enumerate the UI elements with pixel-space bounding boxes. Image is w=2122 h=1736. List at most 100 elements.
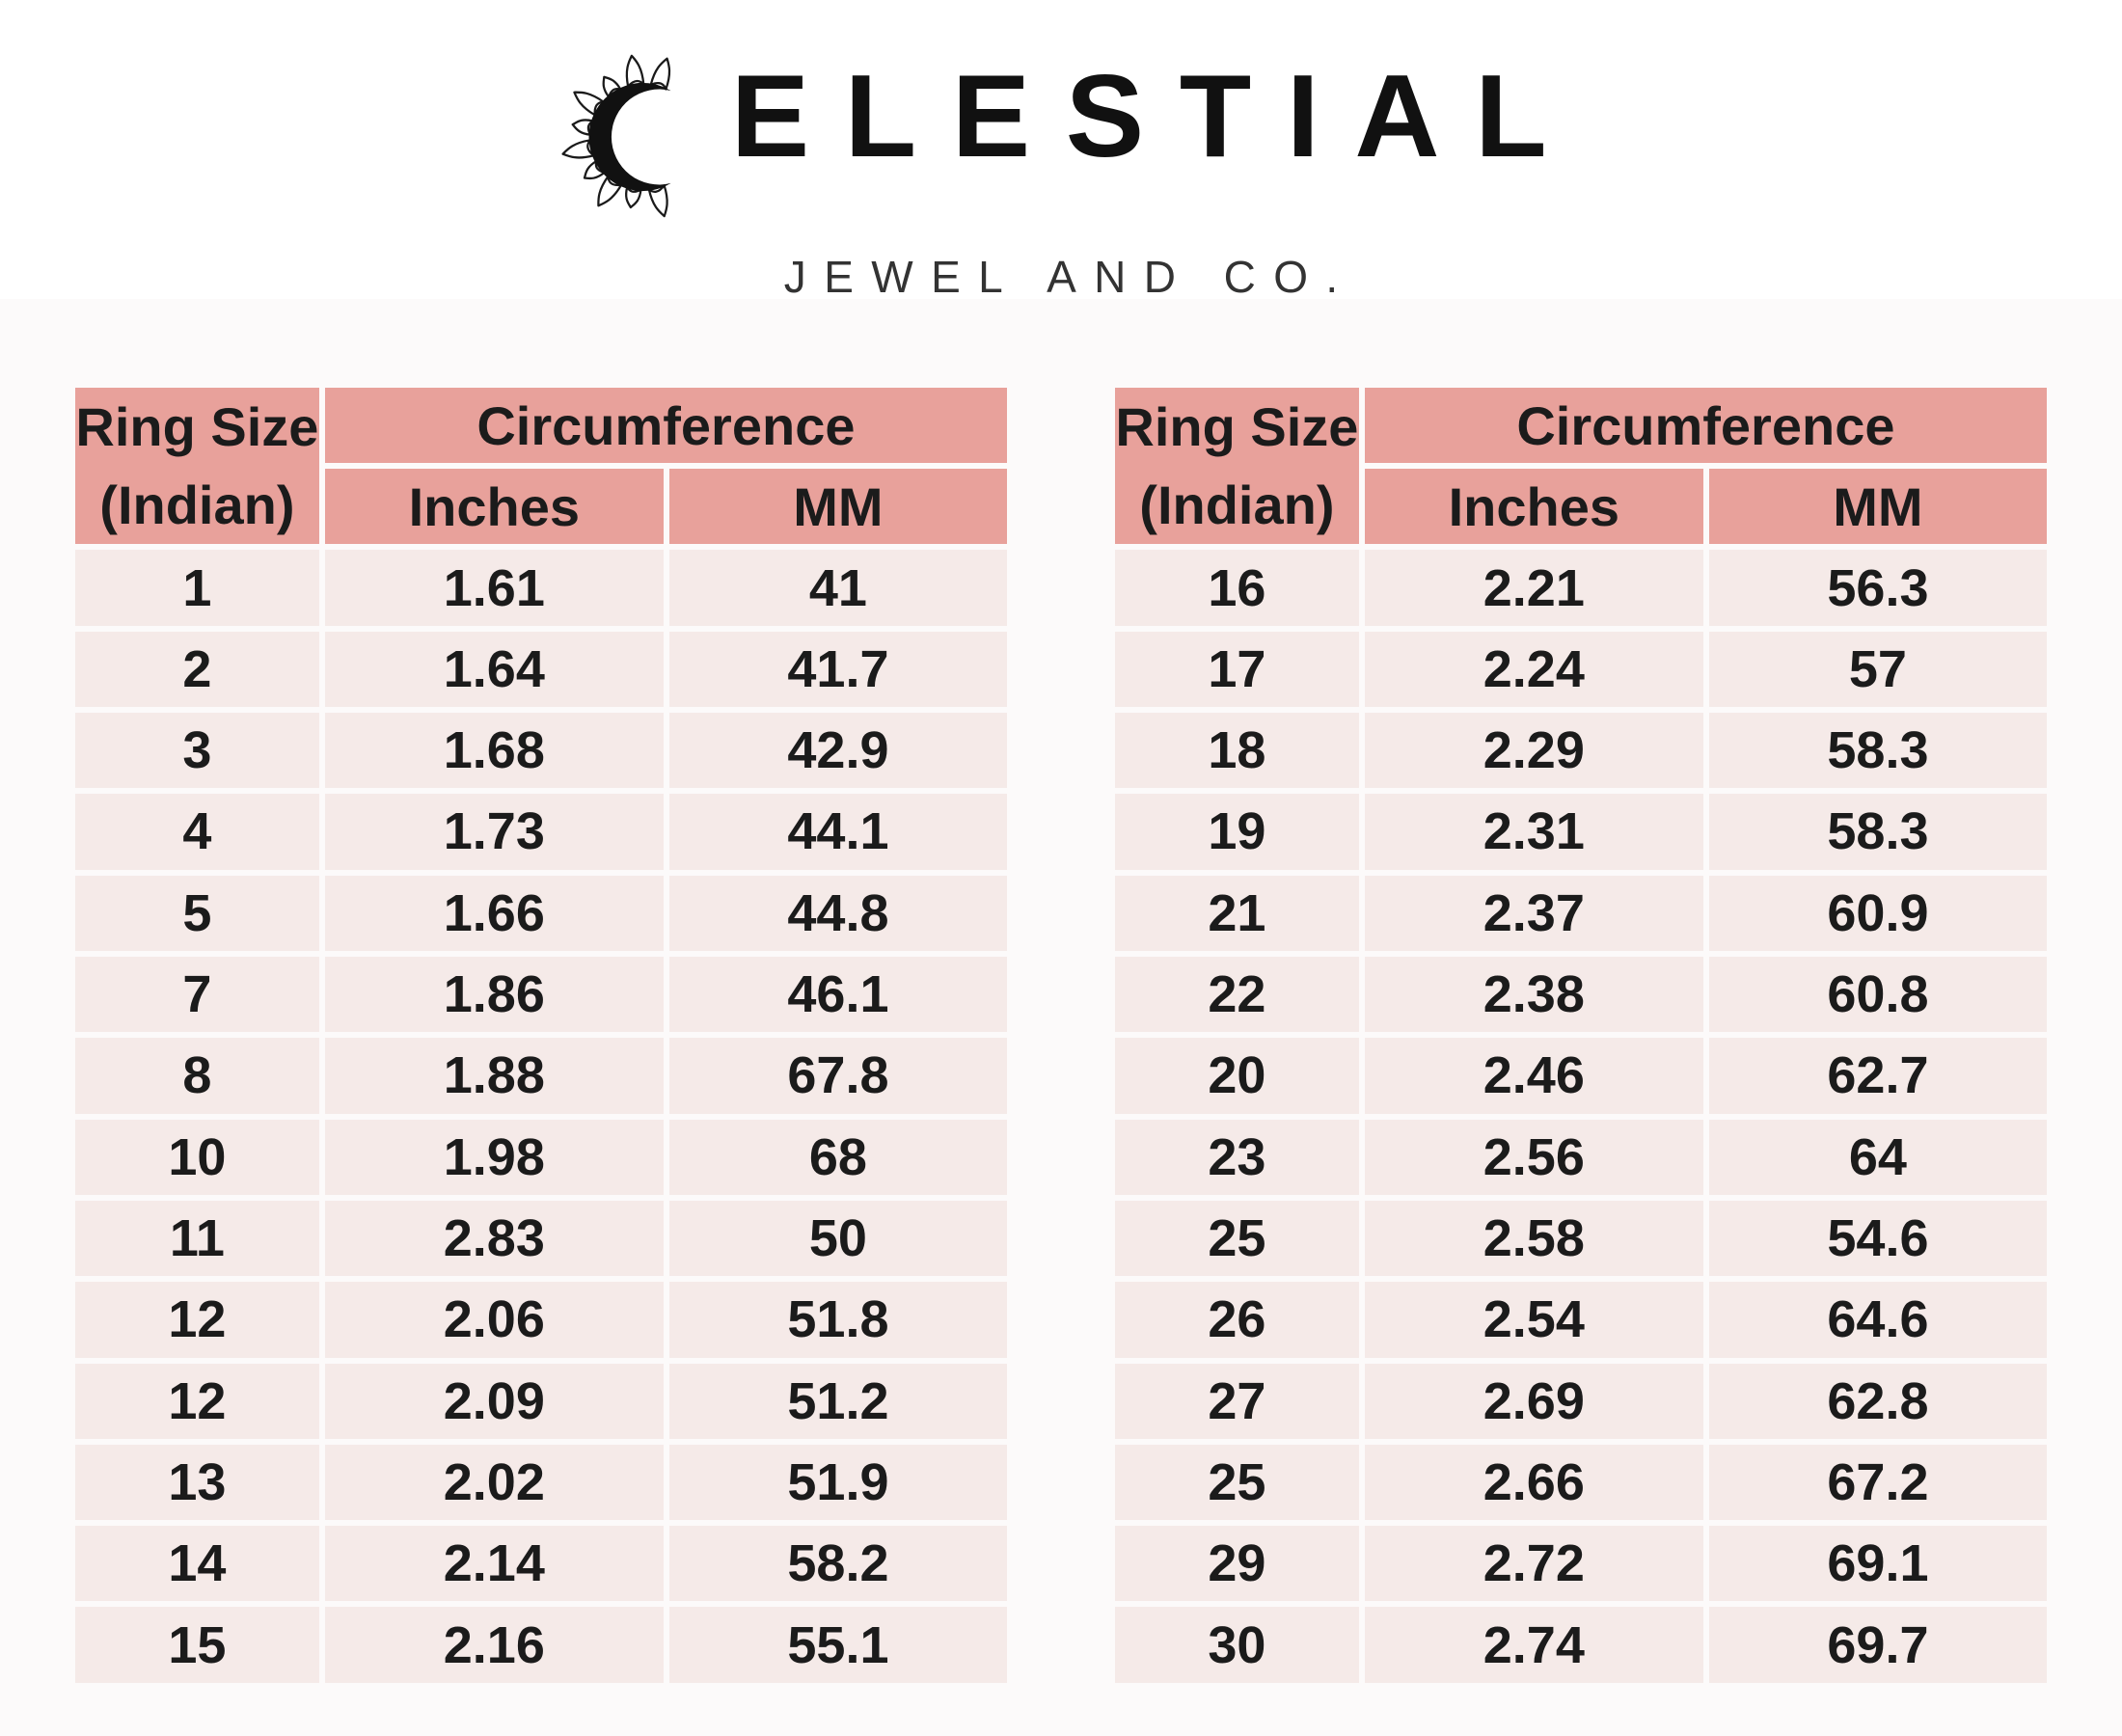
mm-cell: 51.8 bbox=[668, 1282, 1007, 1358]
table-row: 19 2.31 58.3 bbox=[1115, 794, 2047, 870]
mm-cell: 54.6 bbox=[1708, 1200, 2047, 1277]
mm-header: MM bbox=[1708, 469, 2047, 545]
ring-size-cell: 4 bbox=[75, 794, 319, 870]
inches-cell: 1.64 bbox=[324, 631, 664, 707]
ring-size-cell: 21 bbox=[1115, 875, 1359, 951]
inches-cell: 1.73 bbox=[324, 794, 664, 870]
mm-cell: 62.8 bbox=[1708, 1363, 2047, 1439]
ring-size-cell: 3 bbox=[75, 713, 319, 789]
table-row: 13 2.02 51.9 bbox=[75, 1444, 1007, 1521]
mm-cell: 57 bbox=[1708, 631, 2047, 707]
inches-cell: 2.69 bbox=[1364, 1363, 1703, 1439]
ring-size-header-line1: Ring Size bbox=[75, 396, 319, 457]
mm-cell: 46.1 bbox=[668, 956, 1007, 1033]
inches-cell: 2.16 bbox=[324, 1607, 664, 1683]
mm-cell: 42.9 bbox=[668, 713, 1007, 789]
table-row: 17 2.24 57 bbox=[1115, 631, 2047, 707]
inches-cell: 2.24 bbox=[1364, 631, 1703, 707]
table-row: 11 2.83 50 bbox=[75, 1200, 1007, 1277]
ring-size-header: Ring Size (Indian) bbox=[75, 388, 319, 545]
ring-size-cell: 10 bbox=[75, 1119, 319, 1195]
brand-header: ELESTIAL JEWEL AND CO. bbox=[0, 0, 2122, 303]
ring-size-table-left: Ring Size (Indian) Circumference Inches … bbox=[69, 382, 1013, 1689]
ring-size-cell: 12 bbox=[75, 1363, 319, 1439]
ring-size-cell: 26 bbox=[1115, 1282, 1359, 1358]
inches-cell: 1.86 bbox=[324, 956, 664, 1033]
mm-header: MM bbox=[668, 469, 1007, 545]
circumference-header: Circumference bbox=[1364, 388, 2047, 464]
ring-size-header-line1: Ring Size bbox=[1115, 396, 1359, 457]
inches-cell: 2.56 bbox=[1364, 1119, 1703, 1195]
table-row: 25 2.58 54.6 bbox=[1115, 1200, 2047, 1277]
table-row: 20 2.46 62.7 bbox=[1115, 1038, 2047, 1114]
table-row: 5 1.66 44.8 bbox=[75, 875, 1007, 951]
mm-cell: 64.6 bbox=[1708, 1282, 2047, 1358]
ring-size-cell: 27 bbox=[1115, 1363, 1359, 1439]
table-row: 26 2.54 64.6 bbox=[1115, 1282, 2047, 1358]
inches-cell: 2.54 bbox=[1364, 1282, 1703, 1358]
inches-cell: 2.38 bbox=[1364, 956, 1703, 1033]
table-row: 12 2.06 51.8 bbox=[75, 1282, 1007, 1358]
inches-cell: 2.02 bbox=[324, 1444, 664, 1521]
brand-logo: ELESTIAL bbox=[0, 37, 2122, 237]
mm-cell: 55.1 bbox=[668, 1607, 1007, 1683]
table-body: 16 2.21 56.3 17 2.24 57 18 2.29 58.3 19 2.31 58.3 21… bbox=[1115, 550, 2047, 1683]
ring-size-cell: 17 bbox=[1115, 631, 1359, 707]
ring-size-cell: 14 bbox=[75, 1526, 319, 1602]
mm-cell: 58.3 bbox=[1708, 794, 2047, 870]
tables-area: Ring Size (Indian) Circumference Inches … bbox=[0, 382, 2122, 1684]
inches-cell: 2.29 bbox=[1364, 713, 1703, 789]
ring-size-cell: 19 bbox=[1115, 794, 1359, 870]
table-row: 10 1.98 68 bbox=[75, 1119, 1007, 1195]
ring-size-header-line2: (Indian) bbox=[1139, 475, 1335, 536]
ring-size-cell: 25 bbox=[1115, 1200, 1359, 1277]
table-row: 22 2.38 60.8 bbox=[1115, 956, 2047, 1033]
table-row: 29 2.72 69.1 bbox=[1115, 1526, 2047, 1602]
mm-cell: 69.7 bbox=[1708, 1607, 2047, 1683]
table-row: 4 1.73 44.1 bbox=[75, 794, 1007, 870]
ring-size-cell: 7 bbox=[75, 956, 319, 1033]
inches-cell: 1.66 bbox=[324, 875, 664, 951]
inches-cell: 2.66 bbox=[1364, 1444, 1703, 1521]
inches-cell: 2.58 bbox=[1364, 1200, 1703, 1277]
ring-size-cell: 11 bbox=[75, 1200, 319, 1277]
table-row: 25 2.66 67.2 bbox=[1115, 1444, 2047, 1521]
ring-size-cell: 18 bbox=[1115, 713, 1359, 789]
mm-cell: 41.7 bbox=[668, 631, 1007, 707]
table-body: 1 1.61 41 2 1.64 41.7 3 1.68 42.9 4 1.73 44.1 5 1.66 4… bbox=[75, 550, 1007, 1683]
table-header: Ring Size (Indian) Circumference Inches … bbox=[75, 388, 1007, 545]
table-row: 16 2.21 56.3 bbox=[1115, 550, 2047, 626]
mm-cell: 44.8 bbox=[668, 875, 1007, 951]
inches-cell: 2.09 bbox=[324, 1363, 664, 1439]
ring-size-cell: 15 bbox=[75, 1607, 319, 1683]
table-header: Ring Size (Indian) Circumference Inches … bbox=[1115, 388, 2047, 545]
mm-cell: 51.2 bbox=[668, 1363, 1007, 1439]
ring-size-header: Ring Size (Indian) bbox=[1115, 388, 1359, 545]
table-row: 12 2.09 51.2 bbox=[75, 1363, 1007, 1439]
crescent-sun-icon bbox=[561, 54, 671, 218]
table-row: 23 2.56 64 bbox=[1115, 1119, 2047, 1195]
brand-name: ELESTIAL bbox=[730, 50, 1583, 181]
ring-size-cell: 16 bbox=[1115, 550, 1359, 626]
inches-cell: 1.98 bbox=[324, 1119, 664, 1195]
mm-cell: 68 bbox=[668, 1119, 1007, 1195]
table-row: 8 1.88 67.8 bbox=[75, 1038, 1007, 1114]
ring-size-header-line2: (Indian) bbox=[99, 475, 295, 536]
inches-cell: 2.83 bbox=[324, 1200, 664, 1277]
ring-size-cell: 12 bbox=[75, 1282, 319, 1358]
mm-cell: 44.1 bbox=[668, 794, 1007, 870]
inches-cell: 2.37 bbox=[1364, 875, 1703, 951]
mm-cell: 58.2 bbox=[668, 1526, 1007, 1602]
circumference-header: Circumference bbox=[324, 388, 1007, 464]
inches-cell: 1.68 bbox=[324, 713, 664, 789]
inches-cell: 2.31 bbox=[1364, 794, 1703, 870]
ring-size-cell: 25 bbox=[1115, 1444, 1359, 1521]
mm-cell: 62.7 bbox=[1708, 1038, 2047, 1114]
inches-cell: 2.14 bbox=[324, 1526, 664, 1602]
ring-size-cell: 2 bbox=[75, 631, 319, 707]
mm-cell: 60.9 bbox=[1708, 875, 2047, 951]
inches-cell: 2.46 bbox=[1364, 1038, 1703, 1114]
table-row: 2 1.64 41.7 bbox=[75, 631, 1007, 707]
mm-cell: 69.1 bbox=[1708, 1526, 2047, 1602]
